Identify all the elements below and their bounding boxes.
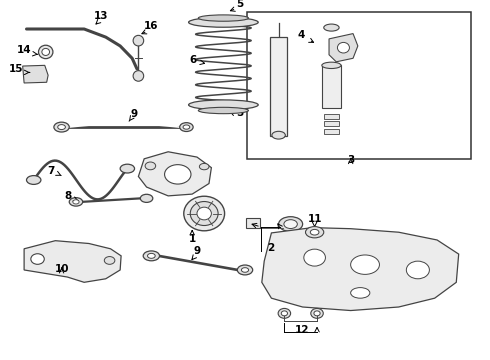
Polygon shape xyxy=(23,66,48,83)
Text: 5: 5 xyxy=(237,0,244,9)
Ellipse shape xyxy=(120,164,135,173)
Polygon shape xyxy=(329,33,358,62)
Ellipse shape xyxy=(31,254,44,264)
Ellipse shape xyxy=(351,288,370,298)
Ellipse shape xyxy=(284,220,297,229)
Polygon shape xyxy=(262,228,459,311)
Ellipse shape xyxy=(140,194,153,202)
Polygon shape xyxy=(138,152,211,196)
Ellipse shape xyxy=(189,17,258,27)
Ellipse shape xyxy=(322,62,341,68)
Bar xyxy=(246,219,260,228)
Ellipse shape xyxy=(147,253,155,258)
Ellipse shape xyxy=(406,261,429,279)
Ellipse shape xyxy=(180,123,193,131)
Ellipse shape xyxy=(305,226,324,238)
Ellipse shape xyxy=(73,200,79,204)
Text: 8: 8 xyxy=(64,191,71,201)
Ellipse shape xyxy=(189,100,258,110)
Bar xyxy=(324,129,339,134)
Text: 3: 3 xyxy=(347,156,354,165)
Ellipse shape xyxy=(54,122,69,132)
Text: 13: 13 xyxy=(94,11,108,21)
Text: 6: 6 xyxy=(190,54,197,64)
Text: 9: 9 xyxy=(194,246,200,256)
Ellipse shape xyxy=(133,35,144,46)
Ellipse shape xyxy=(165,165,191,184)
Ellipse shape xyxy=(338,42,349,53)
Polygon shape xyxy=(24,241,121,282)
Ellipse shape xyxy=(279,217,303,231)
Ellipse shape xyxy=(199,163,209,170)
Text: 12: 12 xyxy=(294,325,309,335)
Ellipse shape xyxy=(351,255,379,274)
Ellipse shape xyxy=(242,268,248,272)
Text: 9: 9 xyxy=(130,109,137,119)
Text: 16: 16 xyxy=(144,21,159,31)
Ellipse shape xyxy=(197,207,211,220)
Ellipse shape xyxy=(58,125,65,130)
Ellipse shape xyxy=(237,265,253,275)
Ellipse shape xyxy=(69,198,83,206)
Bar xyxy=(247,12,471,159)
Ellipse shape xyxy=(311,309,323,318)
Text: 11: 11 xyxy=(307,213,322,224)
Bar xyxy=(322,66,341,108)
Text: 7: 7 xyxy=(47,166,54,176)
Text: 10: 10 xyxy=(54,265,69,274)
Text: 1: 1 xyxy=(189,230,196,244)
Ellipse shape xyxy=(133,71,144,81)
Text: 4: 4 xyxy=(297,30,305,40)
Ellipse shape xyxy=(42,48,49,55)
Bar xyxy=(324,114,339,118)
Ellipse shape xyxy=(198,15,248,21)
Ellipse shape xyxy=(304,249,325,266)
Ellipse shape xyxy=(324,24,339,31)
Ellipse shape xyxy=(145,162,156,170)
Text: 14: 14 xyxy=(17,45,31,55)
Ellipse shape xyxy=(26,176,41,184)
Ellipse shape xyxy=(104,257,115,264)
Ellipse shape xyxy=(198,107,248,114)
Text: 15: 15 xyxy=(9,64,23,75)
Ellipse shape xyxy=(190,202,218,225)
Ellipse shape xyxy=(39,45,53,59)
Text: 2: 2 xyxy=(267,243,274,253)
Ellipse shape xyxy=(184,196,224,231)
Bar xyxy=(270,37,287,136)
Ellipse shape xyxy=(281,311,288,316)
Ellipse shape xyxy=(183,125,190,129)
Text: 5: 5 xyxy=(237,108,244,118)
Ellipse shape xyxy=(278,309,291,318)
Ellipse shape xyxy=(314,311,320,316)
Ellipse shape xyxy=(310,229,319,235)
Ellipse shape xyxy=(143,251,160,261)
Bar xyxy=(324,121,339,126)
Ellipse shape xyxy=(272,131,285,139)
